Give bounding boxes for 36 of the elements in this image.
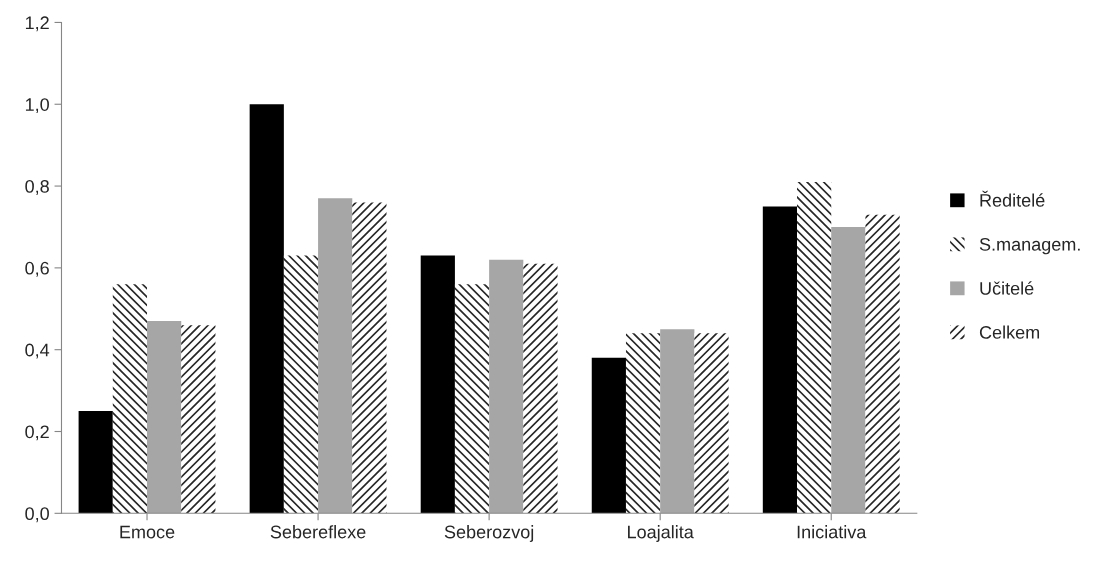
- bar: [625, 333, 661, 514]
- bar: [352, 202, 387, 514]
- bar: [523, 263, 558, 514]
- legend-label: Ředitelé: [980, 190, 1045, 207]
- x-tick-label: Loajalita: [628, 525, 694, 542]
- bar: [660, 329, 695, 514]
- y-tick-label: 1,0: [25, 98, 49, 114]
- y-tick-label: 1,2: [25, 16, 49, 32]
- bar: [694, 333, 729, 514]
- bar: [797, 181, 832, 514]
- bar: [454, 284, 490, 514]
- bar: [420, 255, 455, 514]
- y-tick-label: 0,0: [25, 507, 49, 523]
- bar: [112, 284, 148, 514]
- legend-label: S.managem.: [979, 237, 1080, 255]
- bar: [283, 255, 319, 514]
- y-tick-label: 0,6: [25, 261, 49, 277]
- y-tick-label: 0,8: [25, 180, 49, 195]
- bar: [249, 104, 284, 514]
- bar: [147, 321, 182, 514]
- bar: [489, 259, 524, 514]
- bar: [865, 214, 900, 514]
- bar: [318, 198, 353, 514]
- bar: [831, 226, 866, 514]
- bar: [762, 206, 798, 514]
- bar: [78, 411, 113, 514]
- legend-label: Celkem: [979, 325, 1040, 339]
- x-tick-label: Iniciativa: [797, 525, 867, 539]
- bar: [591, 357, 626, 514]
- x-tick-label: Sebereflexe: [270, 525, 366, 539]
- legend-label: Učitelé: [980, 281, 1034, 295]
- y-tick-label: 0,2: [25, 425, 49, 441]
- bar: [181, 325, 216, 514]
- x-tick-label: Emoce: [120, 525, 175, 539]
- y-tick-label: 0,4: [25, 343, 50, 359]
- x-tick-label: Seberozvoj: [444, 525, 534, 542]
